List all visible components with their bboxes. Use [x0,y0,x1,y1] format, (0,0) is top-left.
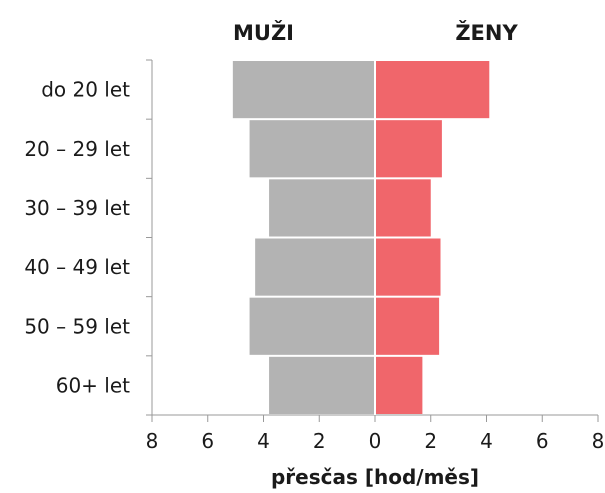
bar-men-0 [232,61,375,119]
x-tick-label: 0 [369,429,382,453]
bars [232,60,490,415]
category-label: 30 – 39 let [24,196,130,220]
bar-women-5 [375,356,423,414]
bar-women-0 [375,61,490,119]
x-tick-label: 2 [313,429,326,453]
category-label: 20 – 29 let [24,137,130,161]
x-tick-label: 6 [201,429,214,453]
bar-men-3 [255,238,375,296]
x-tick-label: 8 [592,429,605,453]
category-labels: do 20 let 20 – 29 let 30 – 39 let 40 – 49 l… [24,59,152,416]
x-tick-label: 6 [536,429,549,453]
series-header-men: MUŽI [233,20,294,45]
bar-men-5 [269,356,375,414]
bar-men-4 [249,297,375,355]
series-header-women: ŽENY [455,20,518,45]
category-label: 40 – 49 let [24,255,130,279]
bar-women-2 [375,179,431,237]
bar-women-4 [375,297,440,355]
x-tick-label: 4 [257,429,270,453]
x-tick-label: 2 [424,429,437,453]
x-axis-title: přesčas [hod/měs] [271,465,479,489]
category-label: 50 – 59 let [24,314,130,338]
bar-men-2 [269,179,375,237]
bar-women-1 [375,120,442,178]
x-tick-label: 4 [480,429,493,453]
bar-women-3 [375,238,441,296]
x-tick-label: 8 [146,429,159,453]
category-label: do 20 let [41,78,130,102]
category-label: 60+ let [56,373,130,397]
bar-men-1 [249,120,375,178]
x-axis-ticks: 8 6 4 2 0 2 4 6 8 [146,415,605,453]
